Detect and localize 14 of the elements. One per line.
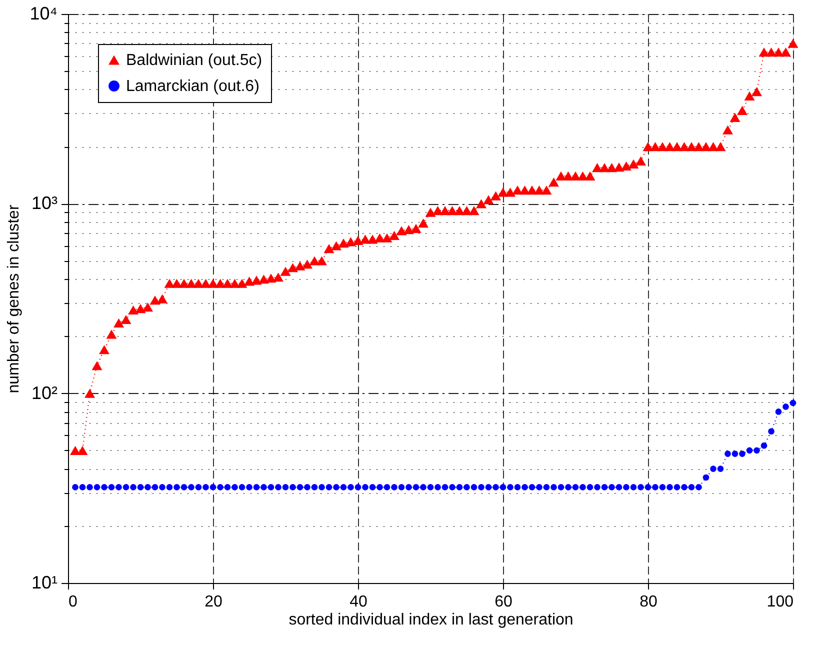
x-tick-label: 80 <box>640 594 658 610</box>
legend-label: Baldwinian (out.5c) <box>126 52 262 69</box>
x-tick-label: 100 <box>766 594 794 610</box>
y-tick-label: 10¹ <box>31 572 58 592</box>
x-tick-label: 20 <box>204 594 222 610</box>
x-tick-label: 0 <box>68 594 78 610</box>
legend-label: Lamarckian (out.6) <box>126 78 260 95</box>
x-tick-label: 60 <box>494 594 512 610</box>
y-tick-label: 10⁴ <box>30 4 58 24</box>
y-axis-title: number of genes in cluster <box>6 204 23 394</box>
x-axis-title: sorted individual index in last generation <box>288 612 574 628</box>
x-tick-label: 40 <box>350 594 368 610</box>
y-tick-label: 10³ <box>31 193 58 214</box>
y-tick-label: 10² <box>31 382 58 403</box>
